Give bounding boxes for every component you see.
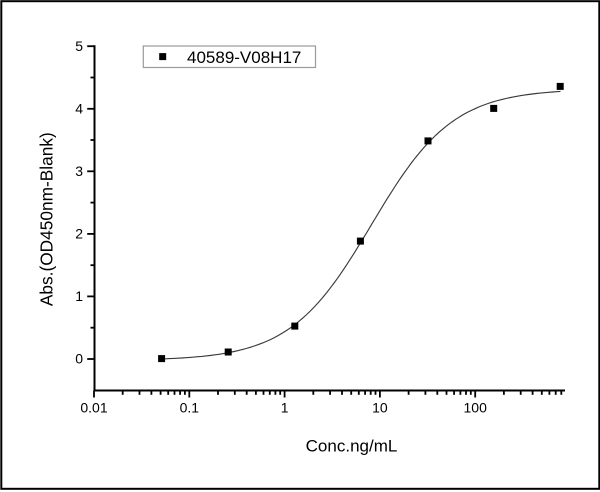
svg-text:100: 100 — [464, 400, 488, 416]
svg-text:4: 4 — [75, 101, 83, 117]
svg-text:3: 3 — [75, 163, 83, 179]
svg-text:1: 1 — [281, 400, 289, 416]
svg-text:2: 2 — [75, 226, 83, 242]
svg-text:Conc.ng/mL: Conc.ng/mL — [306, 436, 398, 455]
svg-text:0.01: 0.01 — [80, 400, 107, 416]
svg-text:0: 0 — [75, 351, 83, 367]
svg-text:Abs.(OD450nm-Blank): Abs.(OD450nm-Blank) — [37, 132, 57, 306]
svg-text:5: 5 — [75, 38, 83, 54]
svg-text:1: 1 — [75, 288, 83, 304]
svg-text:10: 10 — [372, 400, 388, 416]
svg-text:40589-V08H17: 40589-V08H17 — [187, 48, 301, 67]
svg-text:0.1: 0.1 — [180, 400, 200, 416]
